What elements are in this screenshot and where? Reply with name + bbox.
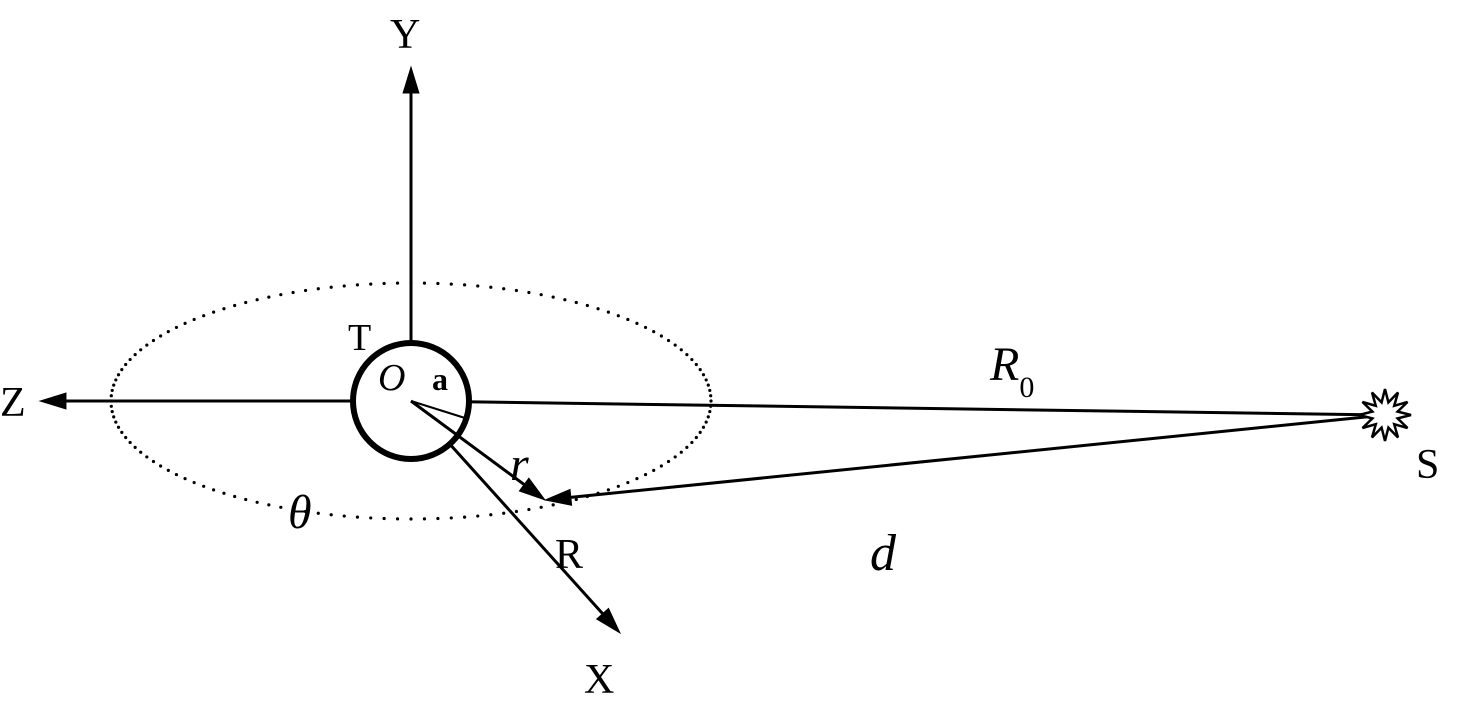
label-theta: θ — [288, 486, 312, 539]
label-origin-O: O — [378, 357, 405, 399]
label-a: a — [432, 361, 448, 397]
label-T: T — [348, 317, 371, 359]
star-S — [1359, 389, 1411, 441]
label-d: d — [870, 525, 897, 582]
label-R0: R0 — [989, 338, 1034, 404]
line-R0 — [411, 401, 1385, 415]
label-S: S — [1416, 442, 1439, 488]
label-R: R — [555, 532, 583, 578]
axis-z-label: Z — [0, 380, 26, 426]
axis-x-label: X — [584, 657, 614, 703]
axis-y-label: Y — [390, 12, 420, 58]
label-r: r — [510, 438, 529, 491]
diagram-canvas: Y Z X R0 TOa rRθ d S — [0, 0, 1464, 711]
